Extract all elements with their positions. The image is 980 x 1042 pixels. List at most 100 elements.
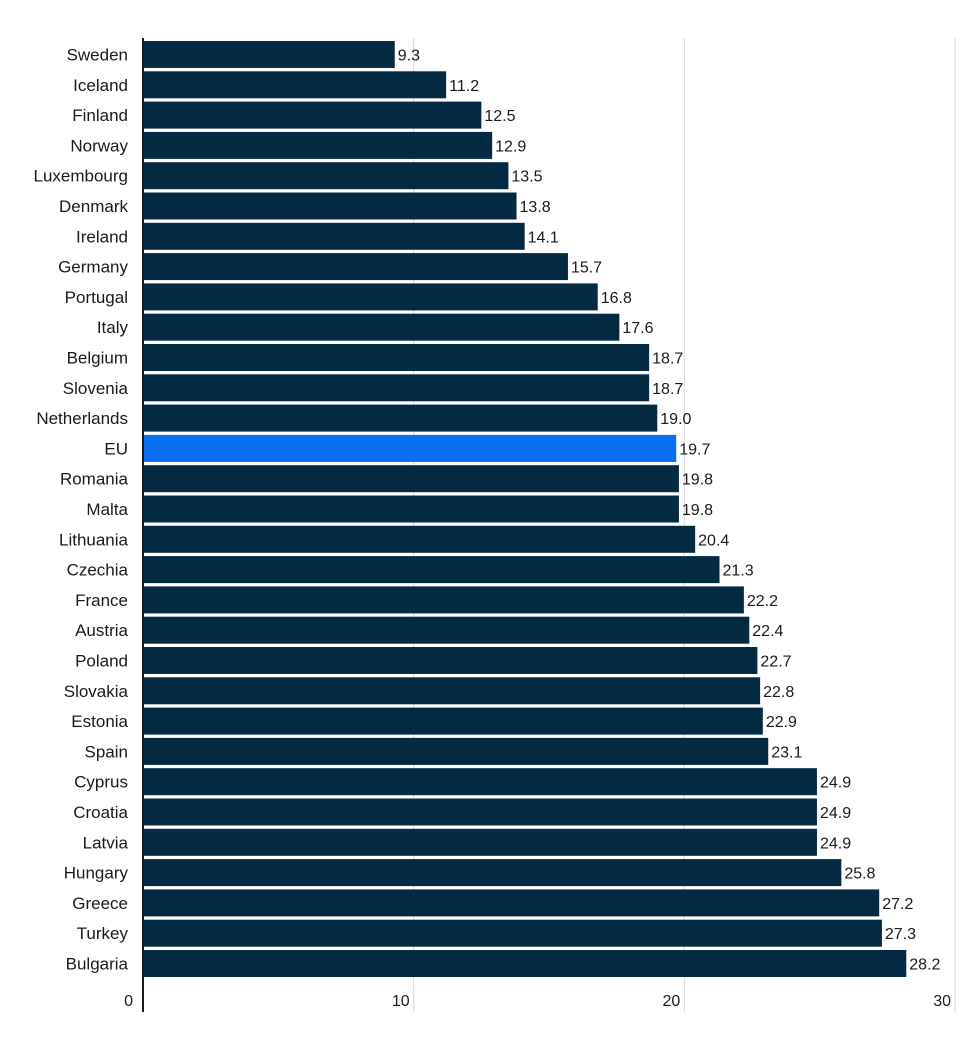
value-label: 18.7 xyxy=(652,351,683,368)
value-label: 20.4 xyxy=(698,532,729,549)
value-label: 19.8 xyxy=(682,472,713,489)
value-label: 22.2 xyxy=(747,593,778,610)
category-label: Lithuania xyxy=(59,530,129,549)
bar-netherlands xyxy=(144,404,658,432)
category-label: Greece xyxy=(72,894,128,913)
x-tick-label: 0 xyxy=(124,993,133,1010)
category-label: Slovakia xyxy=(64,682,129,701)
category-label: Czechia xyxy=(67,561,129,580)
x-tick-label: 20 xyxy=(663,993,681,1010)
bar-lithuania xyxy=(144,525,696,553)
value-label: 27.2 xyxy=(882,896,913,913)
bar-belgium xyxy=(144,344,650,371)
category-label: Romania xyxy=(60,470,129,489)
value-label: 24.9 xyxy=(820,805,851,822)
value-label: 18.7 xyxy=(652,381,683,398)
bars xyxy=(144,41,907,977)
value-label: 23.1 xyxy=(771,744,802,761)
category-label: Bulgaria xyxy=(66,955,129,974)
value-label: 22.9 xyxy=(766,714,797,731)
value-label: 28.2 xyxy=(909,957,940,974)
bar-spain xyxy=(144,737,769,765)
value-label: 13.5 xyxy=(511,169,542,186)
category-label: Luxembourg xyxy=(33,167,128,186)
value-label: 16.8 xyxy=(601,290,632,307)
bar-portugal xyxy=(144,283,598,311)
category-label: Austria xyxy=(75,621,128,640)
bar-cyprus xyxy=(144,768,817,796)
bar-czechia xyxy=(144,556,720,584)
bar-hungary xyxy=(144,859,842,887)
value-label: 25.8 xyxy=(844,866,875,883)
bar-france xyxy=(144,586,744,614)
bar-austria xyxy=(144,616,750,644)
bar-sweden xyxy=(144,41,395,68)
category-label: Italy xyxy=(97,318,129,337)
bar-romania xyxy=(144,465,679,493)
value-label: 12.9 xyxy=(495,138,526,155)
category-label: Netherlands xyxy=(36,409,128,428)
category-label: Latvia xyxy=(83,833,129,852)
value-label: 24.9 xyxy=(820,775,851,792)
category-label: Sweden xyxy=(67,46,128,65)
value-labels: 9.3 11.2 12.5 12.9 13.5 13.8 14.1 15.7 16.8 17.6 1… xyxy=(398,48,941,974)
value-label: 19.0 xyxy=(660,411,691,428)
bar-iceland xyxy=(144,71,447,99)
value-label: 22.7 xyxy=(760,654,791,671)
category-label: Germany xyxy=(58,258,128,277)
category-label: Poland xyxy=(75,652,128,671)
category-label: Portugal xyxy=(65,288,128,307)
category-label: Slovenia xyxy=(63,379,129,398)
category-label: Malta xyxy=(86,500,128,519)
category-label: Finland xyxy=(72,106,128,125)
value-label: 13.8 xyxy=(520,199,551,216)
bar-latvia xyxy=(144,828,817,856)
x-tick-label: 30 xyxy=(933,993,951,1010)
value-label: 22.8 xyxy=(763,684,794,701)
category-label: Norway xyxy=(70,136,128,155)
bar-norway xyxy=(144,131,493,159)
bar-poland xyxy=(144,647,758,674)
bar-greece xyxy=(144,889,880,917)
bar-eu xyxy=(144,434,677,462)
value-label: 22.4 xyxy=(752,623,783,640)
category-label: Belgium xyxy=(67,349,128,368)
value-label: 27.3 xyxy=(885,926,916,943)
category-label: France xyxy=(75,591,128,610)
bar-malta xyxy=(144,495,679,523)
category-label: Iceland xyxy=(73,76,128,95)
category-label: Spain xyxy=(85,742,128,761)
value-label: 14.1 xyxy=(528,229,559,246)
value-label: 19.7 xyxy=(679,441,710,458)
bar-bulgaria xyxy=(144,950,907,977)
category-label: EU xyxy=(104,439,128,458)
x-axis-ticks: 0 10 20 30 xyxy=(124,993,951,1010)
category-label: Cyprus xyxy=(74,773,128,792)
value-label: 21.3 xyxy=(723,563,754,580)
bar-turkey xyxy=(144,919,882,947)
bar-finland xyxy=(144,101,482,129)
bar-denmark xyxy=(144,192,517,220)
value-label: 17.6 xyxy=(622,320,653,337)
value-label: 19.8 xyxy=(682,502,713,519)
category-label: Croatia xyxy=(73,803,128,822)
category-label: Denmark xyxy=(59,197,128,216)
bar-slovenia xyxy=(144,374,650,402)
value-label: 9.3 xyxy=(398,48,420,65)
x-tick-label: 10 xyxy=(392,993,410,1010)
value-label: 11.2 xyxy=(449,78,479,95)
value-label: 12.5 xyxy=(484,108,515,125)
bar-italy xyxy=(144,313,620,341)
bar-slovakia xyxy=(144,677,761,705)
bar-estonia xyxy=(144,707,763,735)
value-label: 24.9 xyxy=(820,835,851,852)
value-label: 15.7 xyxy=(571,260,602,277)
category-label: Ireland xyxy=(76,227,128,246)
bar-ireland xyxy=(144,222,525,250)
bar-croatia xyxy=(144,798,817,826)
category-labels: Sweden Iceland Finland Norway Luxembourg Denm… xyxy=(33,46,128,974)
category-label: Estonia xyxy=(71,712,128,731)
category-label: Turkey xyxy=(77,924,129,943)
